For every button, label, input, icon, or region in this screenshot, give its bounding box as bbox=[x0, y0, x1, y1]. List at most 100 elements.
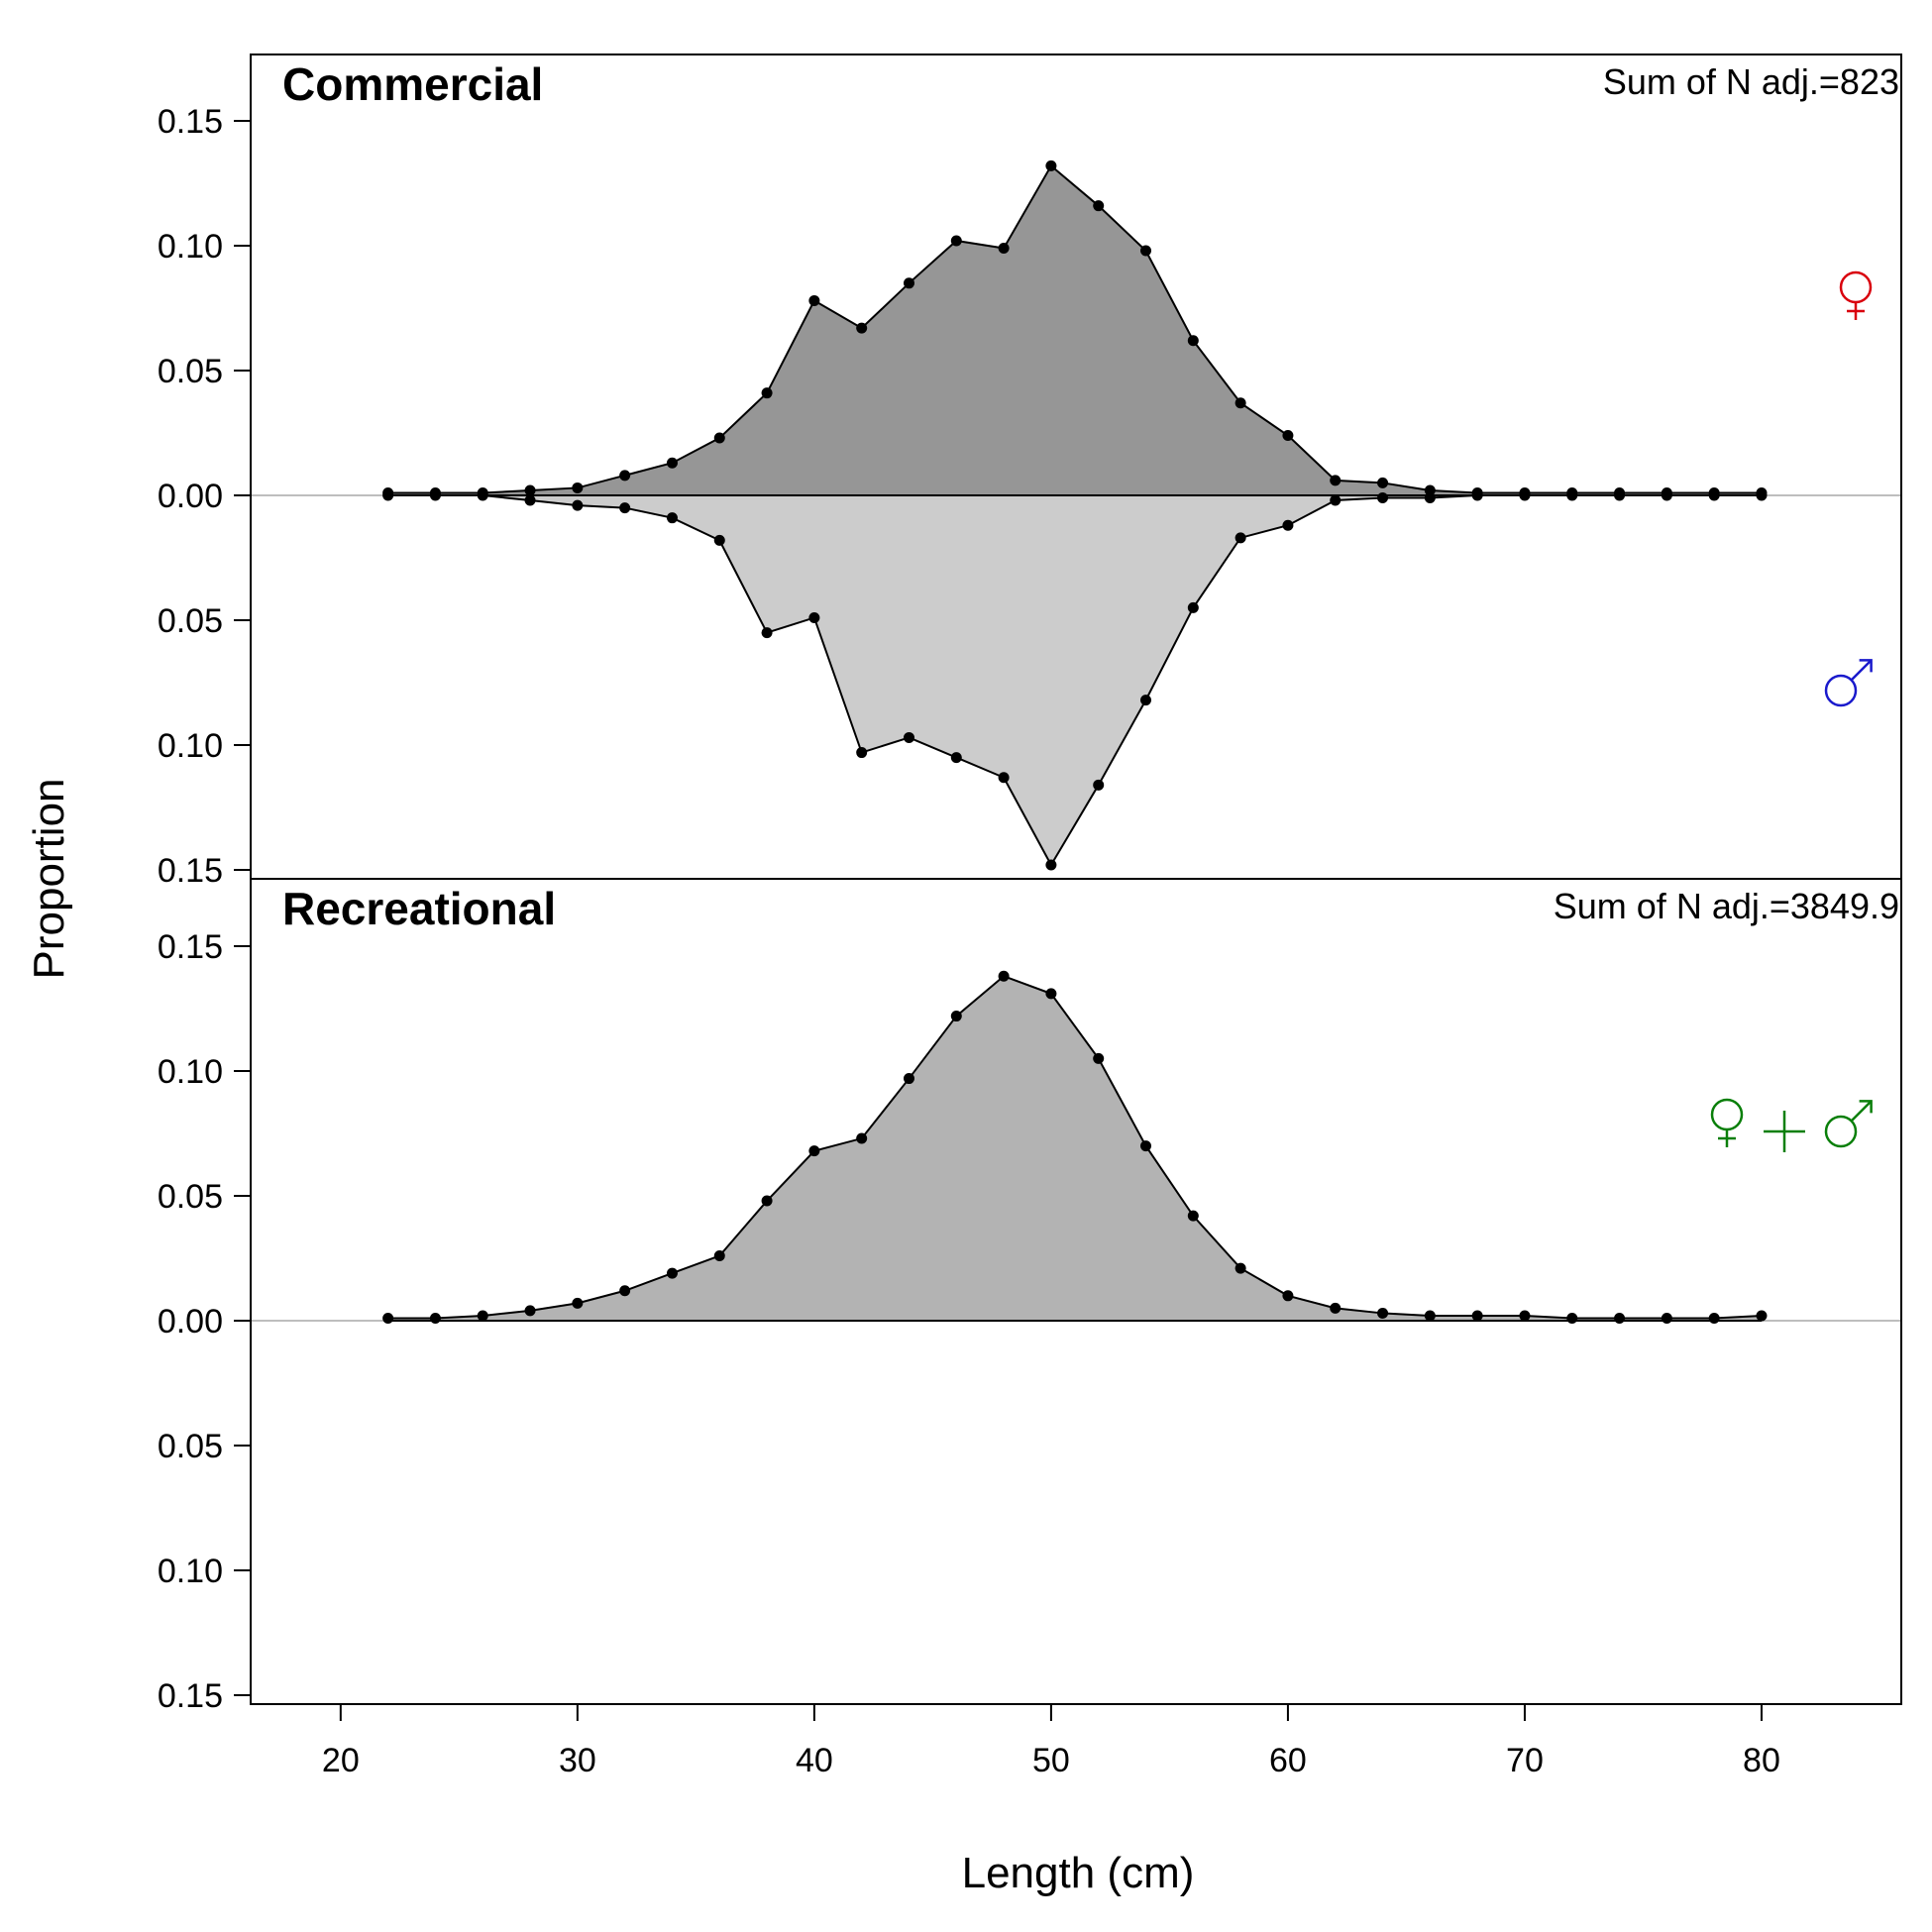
recreational-combined-point bbox=[1661, 1312, 1672, 1324]
commercial-male-point bbox=[761, 627, 773, 639]
commercial-male-point bbox=[1140, 695, 1152, 706]
recreational-combined-point bbox=[1187, 1210, 1199, 1222]
recreational-y-tick-label: 0.15 bbox=[158, 1677, 223, 1715]
male-symbol-shaft bbox=[1850, 659, 1873, 682]
commercial-female-point bbox=[666, 457, 678, 469]
commercial-male-point bbox=[619, 502, 631, 514]
commercial-male-point bbox=[1282, 519, 1294, 531]
x-axis-title: Length (cm) bbox=[962, 1849, 1195, 1897]
recreational-combined-point bbox=[856, 1132, 868, 1144]
commercial-male-point bbox=[572, 499, 584, 511]
recreational-combined-line bbox=[387, 975, 1763, 1320]
commercial-male-point bbox=[998, 772, 1010, 784]
commercial-female-point bbox=[619, 470, 631, 482]
x-tick-label: 70 bbox=[1506, 1742, 1544, 1779]
recreational-combined-point bbox=[1519, 1310, 1531, 1322]
recreational-combined-point bbox=[1140, 1140, 1152, 1152]
commercial-male-point bbox=[666, 512, 678, 524]
commercial-male-point bbox=[856, 747, 868, 759]
recreational-combined-point bbox=[1377, 1307, 1389, 1319]
commercial-male-point bbox=[1234, 532, 1246, 544]
male-symbol-circle bbox=[1824, 674, 1858, 707]
x-axis: 20 30 40 50 60 70 80 bbox=[322, 1704, 1780, 1779]
recreational-combined-point bbox=[477, 1310, 488, 1322]
recreational-y-tick-label: 0.10 bbox=[158, 1553, 223, 1590]
commercial-female-point bbox=[1424, 484, 1436, 496]
commercial-y-tick-label: 0.00 bbox=[158, 478, 223, 515]
commercial-male-point bbox=[524, 494, 536, 506]
recreational-combined-point bbox=[998, 970, 1010, 982]
commercial-y-tick-label: 0.10 bbox=[158, 727, 223, 765]
commercial-male-point bbox=[713, 534, 725, 546]
recreational-y-tick-label: 0.15 bbox=[158, 928, 223, 966]
recreational-panel: 0.15 0.10 0.05 0.00 0.05 0.10 0.15 Recreational… bbox=[158, 878, 1902, 1715]
recreational-combined-point bbox=[572, 1297, 584, 1309]
commercial-y-tick-label: 0.05 bbox=[158, 353, 223, 390]
recreational-combined-point bbox=[761, 1195, 773, 1207]
commercial-female-point bbox=[998, 243, 1010, 255]
recreational-combined-point bbox=[1566, 1312, 1578, 1324]
male-symbol bbox=[1824, 659, 1873, 707]
commercial-male-point bbox=[1093, 779, 1105, 791]
commercial-female-point bbox=[903, 277, 914, 289]
commercial-male-point bbox=[1330, 494, 1342, 506]
commercial-y-tick-label: 0.15 bbox=[158, 852, 223, 890]
recreational-combined-point bbox=[524, 1305, 536, 1317]
commercial-female-point bbox=[1234, 397, 1246, 409]
recreational-combined-area bbox=[387, 976, 1762, 1321]
x-tick-label: 20 bbox=[322, 1742, 360, 1779]
recreational-frame bbox=[250, 878, 1902, 1705]
recreational-y-axis: 0.15 0.10 0.05 0.00 0.05 0.10 0.15 bbox=[158, 928, 251, 1715]
y-axis-title: Proportion bbox=[25, 778, 73, 979]
commercial-female-line bbox=[387, 163, 1762, 494]
commercial-female-point bbox=[1045, 160, 1057, 171]
recreational-combined-point bbox=[903, 1073, 914, 1085]
combined-female-symbol-circle bbox=[1710, 1098, 1744, 1131]
recreational-combined-point bbox=[382, 1312, 394, 1324]
commercial-y-axis: 0.15 0.10 0.05 0.00 0.05 0.10 0.15 bbox=[158, 103, 251, 890]
commercial-male-point bbox=[1045, 859, 1057, 871]
commercial-female-point bbox=[713, 432, 725, 444]
commercial-y-tick-label: 0.10 bbox=[158, 228, 223, 266]
male-symbol-arrow bbox=[1859, 659, 1873, 673]
recreational-y-tick-label: 0.05 bbox=[158, 1178, 223, 1216]
combined-female-symbol bbox=[1710, 1098, 1744, 1147]
recreational-combined-point bbox=[1093, 1052, 1105, 1064]
recreational-y-tick-label: 0.10 bbox=[158, 1053, 223, 1091]
female-symbol bbox=[1839, 270, 1873, 320]
recreational-combined-point bbox=[1282, 1290, 1294, 1302]
recreational-combined-point bbox=[429, 1312, 441, 1324]
commercial-male-point bbox=[808, 611, 820, 623]
commercial-female-point bbox=[1330, 475, 1342, 486]
x-tick-label: 80 bbox=[1743, 1742, 1780, 1779]
commercial-female-point bbox=[856, 322, 868, 334]
commercial-male-point bbox=[1424, 492, 1436, 504]
recreational-y-tick-label: 0.00 bbox=[158, 1303, 223, 1341]
commercial-female-point bbox=[572, 482, 584, 493]
recreational-combined-point bbox=[713, 1249, 725, 1261]
commercial-female-point bbox=[761, 387, 773, 399]
commercial-male-point bbox=[1377, 492, 1389, 504]
female-symbol-circle bbox=[1839, 270, 1873, 304]
x-tick-label: 30 bbox=[559, 1742, 596, 1779]
commercial-y-tick-label: 0.05 bbox=[158, 602, 223, 640]
recreational-combined-point bbox=[1614, 1312, 1626, 1324]
commercial-female-point bbox=[1140, 245, 1152, 257]
recreational-combined-point bbox=[950, 1011, 962, 1022]
commercial-male-point bbox=[950, 752, 962, 764]
commercial-panel: 0.15 0.10 0.05 0.00 0.05 0.10 0.15 Commercial Su… bbox=[158, 54, 1902, 890]
recreational-combined-point bbox=[1424, 1310, 1436, 1322]
recreational-combined-point bbox=[666, 1267, 678, 1279]
recreational-combined-point bbox=[1756, 1310, 1768, 1322]
combined-male-symbol-circle bbox=[1824, 1115, 1858, 1148]
commercial-female-point bbox=[1377, 477, 1389, 488]
commercial-sum-label: Sum of N adj.=823 bbox=[1603, 61, 1899, 102]
commercial-title: Commercial bbox=[282, 58, 543, 110]
commercial-female-point bbox=[1093, 200, 1105, 212]
commercial-female-point bbox=[524, 484, 536, 496]
combined-male-symbol-arrow bbox=[1859, 1100, 1873, 1114]
recreational-combined-point bbox=[808, 1145, 820, 1157]
commercial-female-point bbox=[950, 235, 962, 247]
commercial-female-point bbox=[808, 294, 820, 306]
x-tick-label: 40 bbox=[796, 1742, 833, 1779]
